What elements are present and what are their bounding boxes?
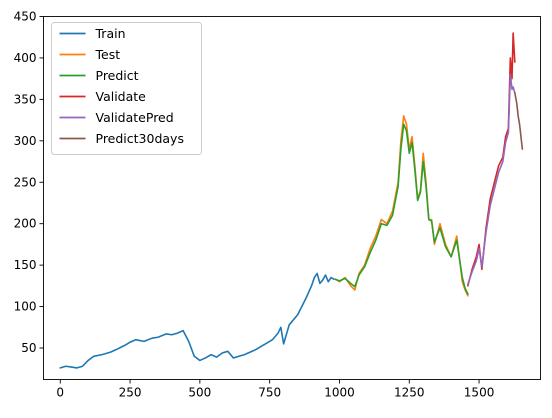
x-tick-label: 250 bbox=[119, 386, 142, 400]
legend-box bbox=[51, 22, 202, 155]
series-line-predict bbox=[334, 123, 469, 295]
legend-entry-label: Test bbox=[95, 47, 121, 62]
y-tick-label: 250 bbox=[14, 175, 37, 189]
y-tick-label: 300 bbox=[14, 134, 37, 148]
legend: Train Test Predict Validate ValidatePred Pred… bbox=[51, 22, 202, 155]
x-axis: 0 250 500 750 1000 1250 1500 bbox=[56, 379, 495, 400]
x-tick-label: 1000 bbox=[324, 386, 355, 400]
y-tick-label: 50 bbox=[21, 341, 36, 355]
legend-entry-label: ValidatePred bbox=[96, 110, 174, 125]
series-line-train bbox=[59, 272, 335, 369]
y-axis: 50 100 150 200 250 300 350 400 450 bbox=[14, 10, 44, 355]
y-tick-label: 450 bbox=[14, 10, 37, 24]
series-line-validate bbox=[467, 32, 516, 287]
legend-entry-label: Validate bbox=[96, 89, 147, 104]
plot-frame bbox=[43, 16, 541, 380]
x-tick-label: 1500 bbox=[464, 386, 495, 400]
x-tick-label: 500 bbox=[188, 386, 211, 400]
series-layer bbox=[59, 32, 524, 369]
x-tick-label: 750 bbox=[258, 386, 281, 400]
series-line-predict30days bbox=[514, 91, 524, 150]
y-tick-label: 350 bbox=[14, 92, 37, 106]
x-tick-label: 1250 bbox=[394, 386, 425, 400]
y-tick-label: 200 bbox=[14, 217, 37, 231]
legend-entry-label: Train bbox=[95, 26, 126, 41]
y-tick-label: 150 bbox=[14, 258, 37, 272]
legend-entry-label: Predict bbox=[96, 68, 139, 83]
series-line-validatepred bbox=[467, 73, 516, 285]
x-tick-label: 0 bbox=[56, 386, 64, 400]
legend-entry-label: Predict30days bbox=[96, 131, 184, 146]
y-tick-label: 400 bbox=[14, 51, 37, 65]
y-tick-label: 100 bbox=[14, 300, 37, 314]
